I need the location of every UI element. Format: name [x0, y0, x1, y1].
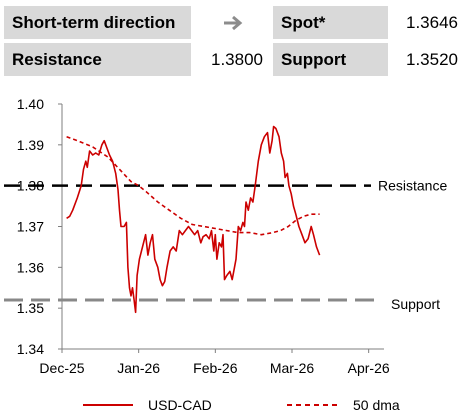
x-tick-label: Jan-26	[117, 360, 160, 376]
reference-label-support: Support	[391, 296, 440, 312]
arrow-right-icon-svg	[224, 15, 243, 30]
spot-label: Spot*	[273, 6, 388, 39]
y-tick-label: 1.40	[17, 96, 44, 112]
chart-labels: Resistance Support	[378, 178, 447, 312]
legend-label-usd-cad: USD-CAD	[148, 397, 212, 413]
x-tick-label: Dec-25	[39, 360, 84, 376]
legend-label-50-dma: 50 dma	[353, 397, 400, 413]
series-line-50-dma	[66, 135, 320, 236]
x-tick-label: Apr-26	[348, 360, 390, 376]
resistance-value: 1.3800	[211, 49, 263, 69]
spot-value: 1.3646	[406, 12, 458, 32]
series-lines	[66, 125, 321, 314]
resistance-label: Resistance	[4, 43, 191, 76]
arrow-right-icon	[218, 6, 248, 39]
y-tick-label: 1.35	[17, 300, 44, 316]
reference-lines	[4, 184, 382, 302]
y-tick-label: 1.39	[17, 137, 44, 153]
x-tick-label: Feb-26	[193, 360, 238, 376]
y-tick-label: 1.36	[17, 259, 44, 275]
x-tick-label: Mar-26	[270, 360, 315, 376]
support-value: 1.3520	[406, 49, 458, 69]
y-tick-label: 1.34	[17, 341, 44, 357]
support-label: Support	[273, 43, 388, 76]
reference-label-resistance: Resistance	[378, 178, 447, 194]
direction-label: Short-term direction	[4, 6, 191, 39]
y-tick-label: 1.37	[17, 219, 44, 235]
chart-legend: USD-CAD 50 dma	[83, 397, 400, 413]
series-line-usd-cad	[66, 125, 321, 314]
